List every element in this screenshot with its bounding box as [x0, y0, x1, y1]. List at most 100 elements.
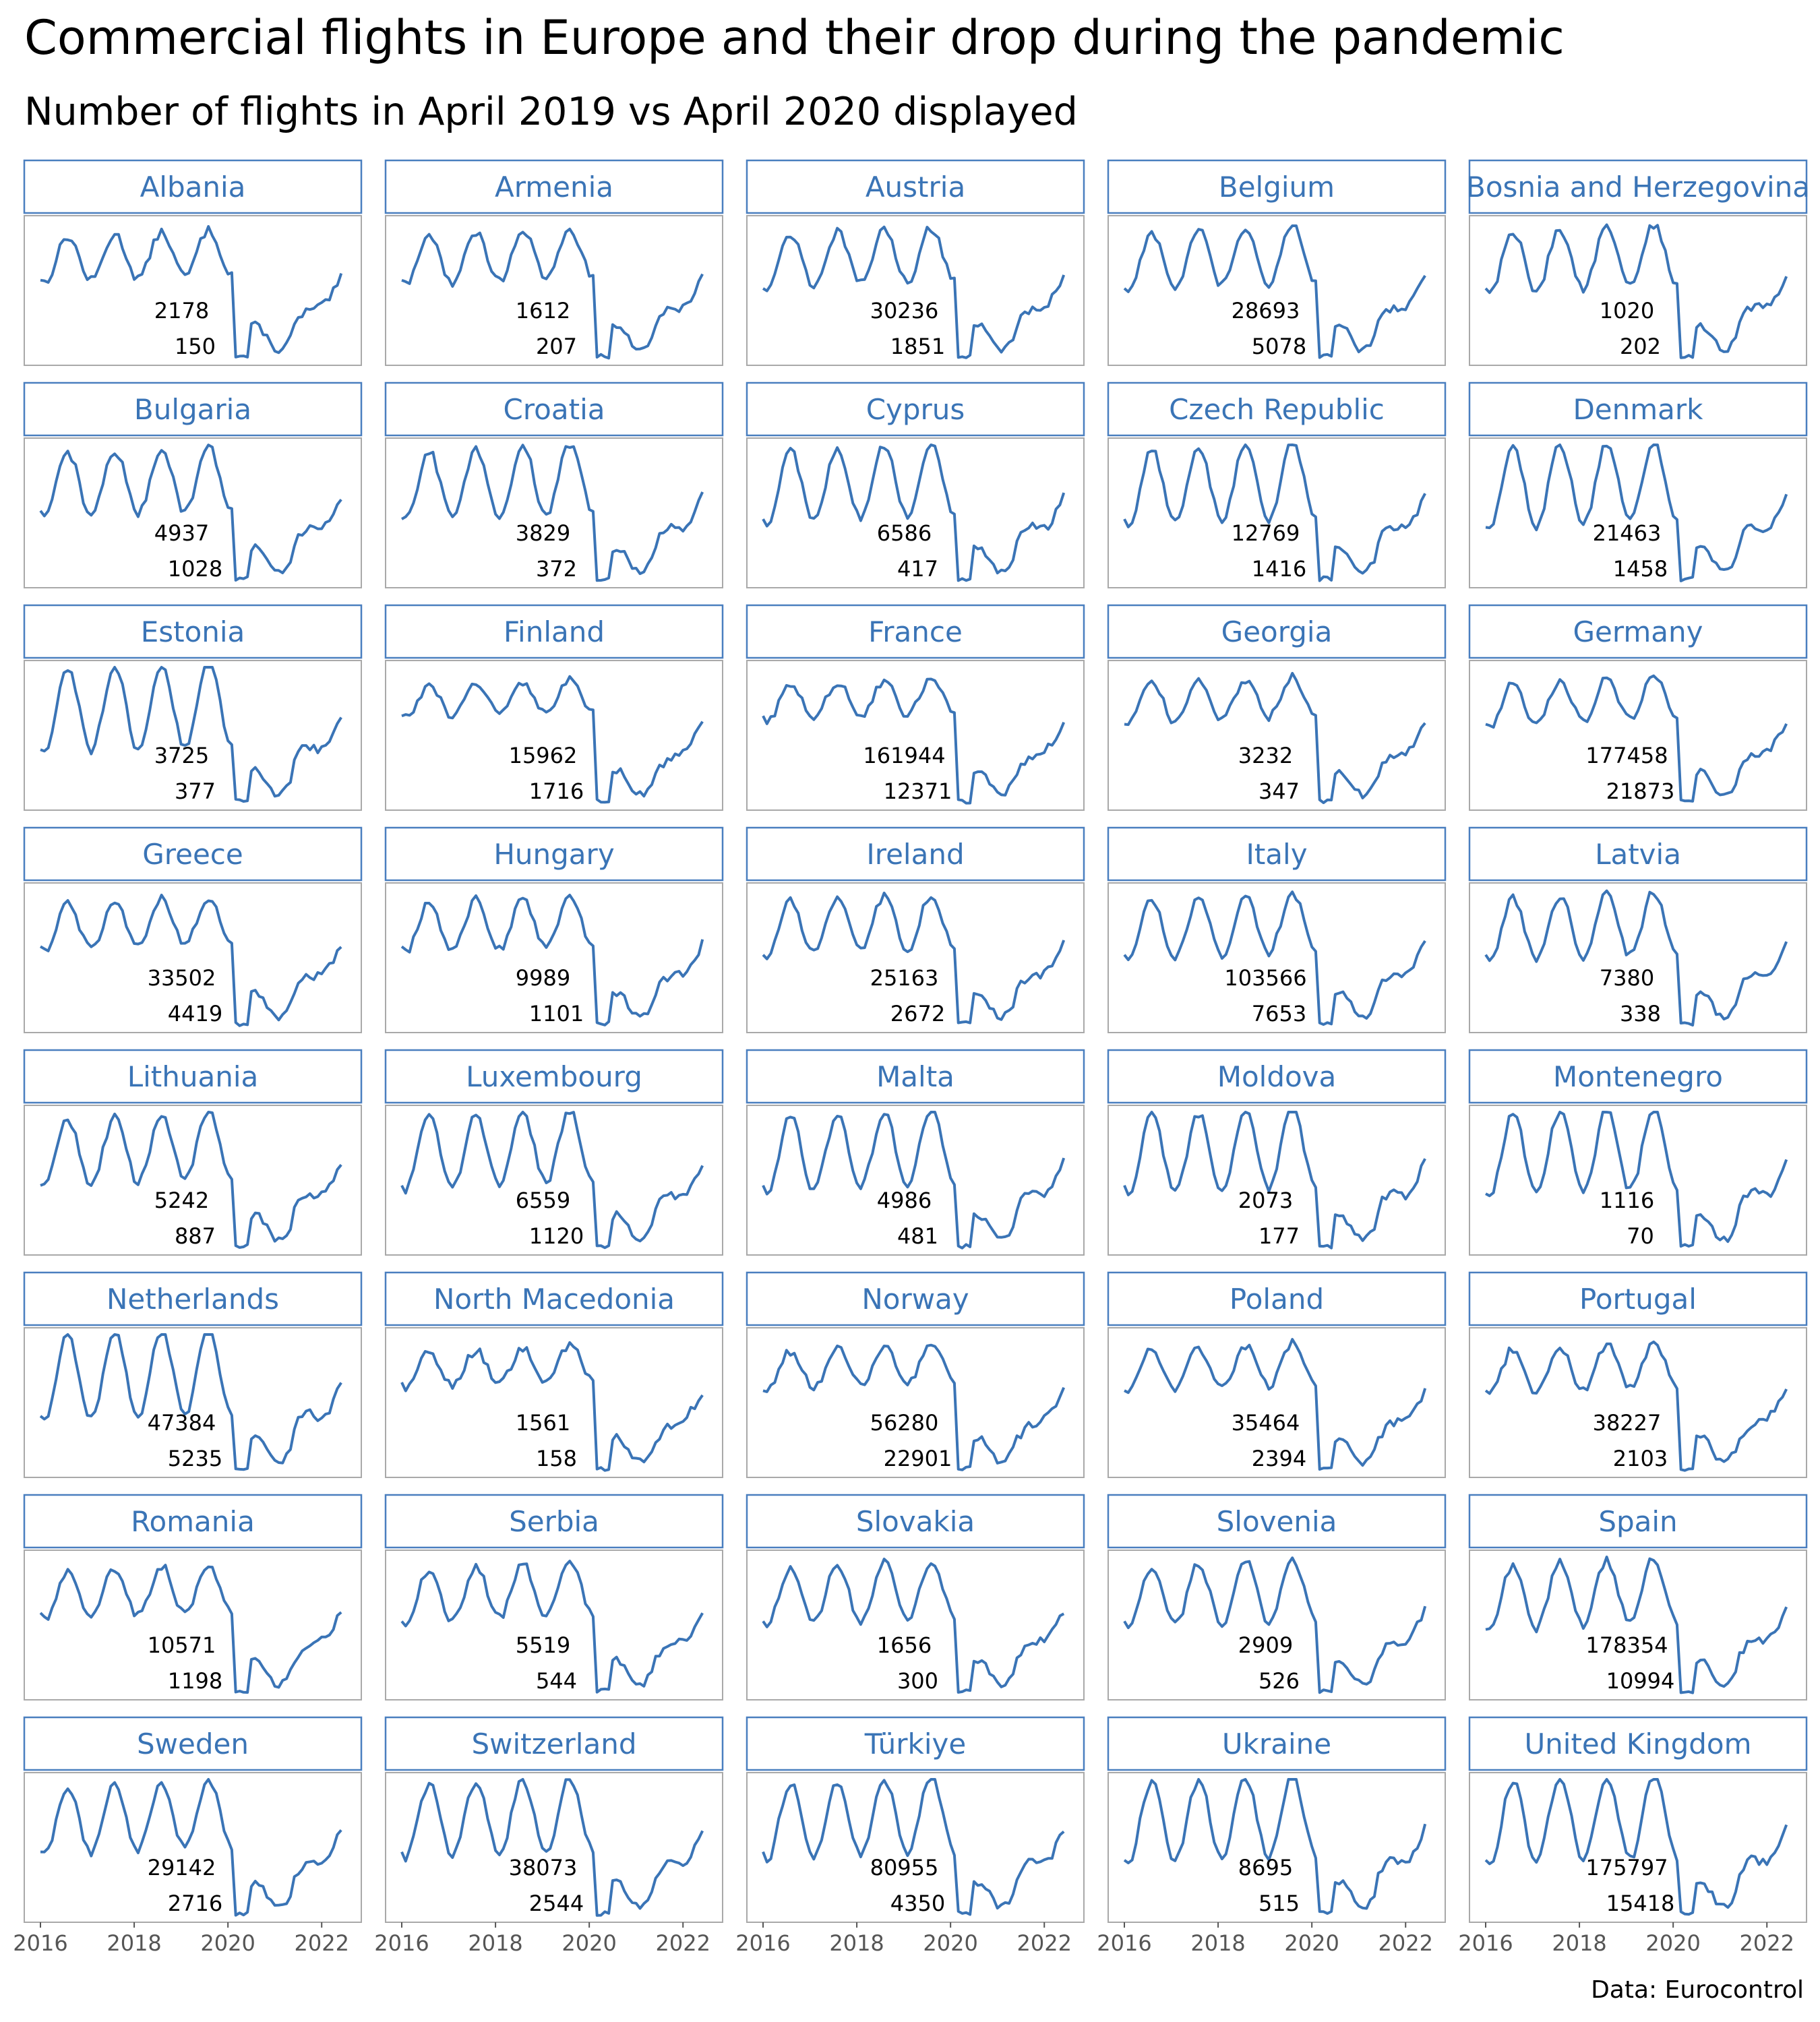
panel-plot-box [746, 1550, 1085, 1701]
panel-plot-box [746, 1772, 1085, 1923]
panel-header-box [384, 381, 724, 437]
panel-title: Croatia [504, 393, 605, 426]
x-tick-label: 2020 [1645, 1930, 1700, 1956]
label-april-2019: 28693 [1232, 298, 1300, 324]
panel: Montenegro 1116 70 [1468, 1049, 1808, 1256]
panel-header-box [1107, 159, 1447, 214]
panel-header-box [1107, 381, 1447, 437]
panel-plot-box [1108, 1550, 1446, 1701]
series-line [400, 1111, 704, 1250]
panel-header-box [384, 1716, 724, 1771]
label-april-2020: 2544 [529, 1891, 584, 1916]
panel-header-box [23, 1271, 363, 1326]
panel: Norway 56280 22901 [746, 1271, 1085, 1478]
label-april-2019: 6586 [877, 520, 932, 546]
series-line [762, 677, 1066, 805]
panel-header-box [384, 1049, 724, 1104]
panel-header-box [1107, 1271, 1447, 1326]
panel: Albania 2178 150 [23, 159, 363, 366]
panel-title: Greece [142, 838, 243, 871]
panel-header-box [1468, 1716, 1808, 1771]
series-line [1484, 889, 1788, 1027]
series-line [400, 1341, 704, 1472]
label-april-2019: 7380 [1600, 965, 1654, 991]
panel: Spain 178354 10994 [1468, 1494, 1808, 1701]
panel: Armenia 1612 207 [384, 159, 724, 366]
series-line [1484, 223, 1788, 359]
label-april-2019: 8695 [1238, 1855, 1293, 1880]
panel-title: Finland [504, 615, 605, 648]
label-april-2020: 515 [1258, 1891, 1300, 1916]
panel-header-box [1107, 604, 1447, 659]
panel-plot-box [1469, 882, 1807, 1033]
panel-plot-box [1469, 1550, 1807, 1701]
chart-title: Commercial flights in Europe and their d… [24, 10, 1565, 65]
x-tick-label: 2020 [200, 1930, 255, 1956]
label-april-2020: 4419 [168, 1001, 222, 1027]
series-line [762, 225, 1066, 359]
label-april-2020: 158 [536, 1446, 577, 1471]
series-line [1123, 1111, 1426, 1250]
panel-plot-box [746, 437, 1085, 588]
panel-header-box [1107, 826, 1447, 882]
panel-header-box [1468, 826, 1808, 882]
panel: Croatia 3829 372 [384, 381, 724, 588]
panel-header-box [1107, 1494, 1447, 1549]
label-april-2019: 38073 [509, 1855, 578, 1880]
x-tick-label: 2016 [1458, 1930, 1513, 1956]
label-april-2020: 150 [175, 334, 216, 359]
label-april-2019: 4937 [154, 520, 209, 546]
panel-title: Sweden [137, 1727, 249, 1760]
panel-title: France [868, 615, 963, 648]
series-line [39, 443, 342, 582]
panel-title: Austria [866, 171, 965, 204]
panel: United Kingdom 175797 15418 2016 2018 2020 202… [1458, 1716, 1808, 1956]
panel-plot-box [1469, 660, 1807, 811]
label-april-2020: 1198 [168, 1668, 222, 1694]
x-tick-label: 2020 [923, 1930, 977, 1956]
label-april-2020: 177 [1258, 1223, 1300, 1249]
panel-title: Romania [131, 1505, 255, 1538]
label-april-2020: 202 [1620, 334, 1661, 359]
series-line [1123, 1556, 1427, 1694]
series-line [40, 894, 342, 1027]
label-april-2019: 2909 [1238, 1632, 1293, 1658]
panel-header-box [746, 1494, 1085, 1549]
panel-plot-box [1108, 215, 1446, 366]
panel-title: Hungary [493, 838, 614, 871]
panel: Latvia 7380 338 [1468, 826, 1808, 1033]
label-april-2019: 1612 [516, 298, 570, 324]
panel-header-box [23, 1716, 363, 1771]
panel-plot-box [1469, 437, 1807, 588]
label-april-2019: 178354 [1585, 1632, 1668, 1658]
label-april-2019: 177458 [1585, 743, 1668, 768]
x-tick-label: 2018 [468, 1930, 522, 1956]
panel-header-box [1468, 1271, 1808, 1326]
label-april-2020: 2672 [890, 1001, 945, 1027]
label-april-2020: 300 [897, 1668, 938, 1694]
series-line [39, 1564, 342, 1694]
panel-title: Moldova [1217, 1060, 1337, 1093]
series-line [400, 1560, 704, 1694]
panel-title: Türkiye [864, 1727, 966, 1760]
panel-plot-box [1108, 1327, 1446, 1478]
panel-header-box [384, 604, 724, 659]
series-line [1484, 1340, 1788, 1472]
panel-plot-box [746, 882, 1085, 1033]
panel-plot-box [385, 1327, 723, 1478]
label-april-2019: 4986 [877, 1188, 932, 1213]
panel-header-box [1107, 1716, 1447, 1771]
series-line [1124, 671, 1426, 804]
label-april-2020: 12371 [884, 778, 952, 804]
panel: Belgium 28693 5078 [1107, 159, 1447, 366]
panel-plot-box [24, 437, 362, 588]
panel-plot-box [746, 660, 1085, 811]
series-line [400, 1778, 704, 1917]
panel: Finland 15962 1716 [384, 604, 724, 811]
panel: Italy 103566 7653 [1107, 826, 1447, 1033]
x-tick-label: 2018 [829, 1930, 884, 1956]
panel-header-box [746, 826, 1085, 882]
label-april-2020: 338 [1620, 1001, 1661, 1027]
label-april-2020: 22901 [884, 1446, 952, 1471]
panel-title: Lithuania [127, 1060, 259, 1093]
